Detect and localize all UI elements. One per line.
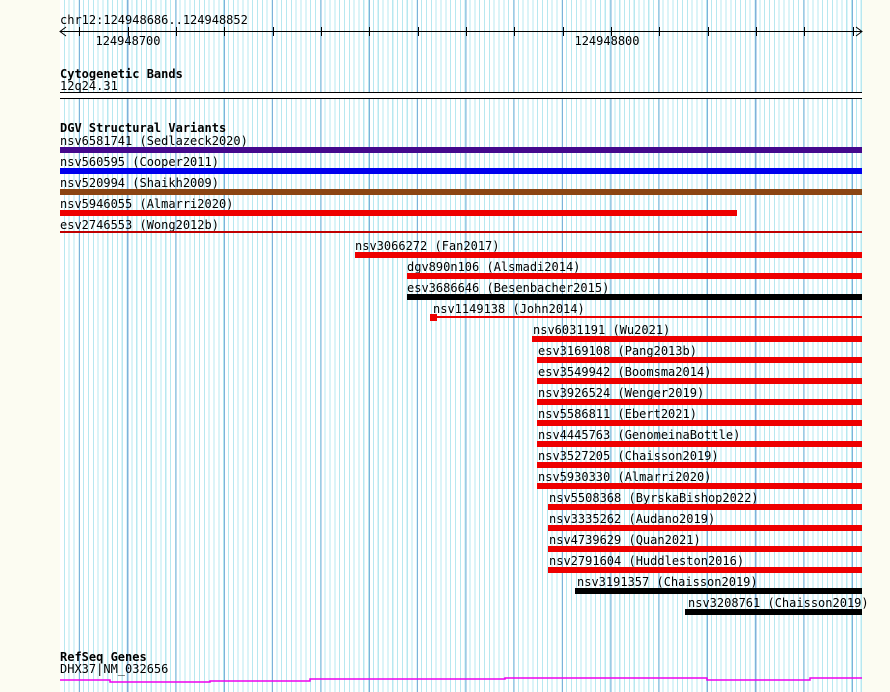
variant-bar-nsv5586811[interactable]: [537, 420, 862, 426]
variant-bar-nsv520994[interactable]: [60, 189, 862, 195]
variant-label-esv3169108[interactable]: esv3169108 (Pang2013b): [538, 344, 697, 358]
variant-label-esv2746553[interactable]: esv2746553 (Wong2012b): [60, 218, 219, 232]
variant-bar-dgv890n106[interactable]: [407, 273, 862, 279]
cytoband-box[interactable]: [60, 92, 862, 99]
variant-label-nsv5930330[interactable]: nsv5930330 (Almarri2020): [538, 470, 712, 484]
variant-bar-nsv4445763[interactable]: [537, 441, 862, 447]
variant-bar-nsv2791604[interactable]: [548, 567, 862, 573]
variant-bar-nsv3527205[interactable]: [537, 462, 862, 468]
variant-bar-nsv3335262[interactable]: [548, 525, 862, 531]
variant-label-nsv4739629[interactable]: nsv4739629 (Quan2021): [549, 533, 701, 547]
variant-label-nsv3066272[interactable]: nsv3066272 (Fan2017): [355, 239, 500, 253]
variant-label-nsv2791604[interactable]: nsv2791604 (Huddleston2016): [549, 554, 745, 568]
variant-bar-nsv4739629[interactable]: [548, 546, 862, 552]
refseq-gene-name-label[interactable]: DHX37|NM_032656: [60, 662, 169, 676]
variant-bar-nsv3191357[interactable]: [575, 588, 862, 594]
variant-bar-nsv5508368[interactable]: [548, 504, 862, 510]
section-title-refseq-genes: RefSeq Genes: [60, 650, 147, 664]
variant-bar-nsv3208761[interactable]: [685, 609, 862, 615]
variant-label-nsv5946055[interactable]: nsv5946055 (Almarri2020): [60, 197, 234, 211]
variant-label-esv3549942[interactable]: esv3549942 (Boomsma2014): [538, 365, 712, 379]
ruler-tick-label: 124948700: [95, 34, 161, 48]
variant-label-nsv6031191[interactable]: nsv6031191 (Wu2021): [533, 323, 671, 337]
variant-point-nsv1149138[interactable]: [430, 314, 437, 321]
variant-bar-esv3686646[interactable]: [407, 294, 862, 300]
variant-label-esv3686646[interactable]: esv3686646 (Besenbacher2015): [407, 281, 610, 295]
variant-label-nsv5586811[interactable]: nsv5586811 (Ebert2021): [538, 407, 697, 421]
variant-bar-nsv3926524[interactable]: [537, 399, 862, 405]
variant-label-nsv3926524[interactable]: nsv3926524 (Wenger2019): [538, 386, 705, 400]
variant-label-nsv560595[interactable]: nsv560595 (Cooper2011): [60, 155, 219, 169]
variant-label-nsv3335262[interactable]: nsv3335262 (Audano2019): [549, 512, 716, 526]
variant-label-nsv3208761[interactable]: nsv3208761 (Chaisson2019): [688, 596, 869, 610]
variant-bar-nsv6031191[interactable]: [532, 336, 862, 342]
variant-label-nsv6581741[interactable]: nsv6581741 (Sedlazeck2020): [60, 134, 248, 148]
variant-bar-esv2746553[interactable]: [60, 231, 862, 233]
variant-label-dgv890n106[interactable]: dgv890n106 (Alsmadi2014): [407, 260, 581, 274]
section-title-dgv-structural-variants: DGV Structural Variants: [60, 121, 227, 135]
variant-label-nsv3527205[interactable]: nsv3527205 (Chaisson2019): [538, 449, 719, 463]
track-canvas: [60, 0, 862, 692]
variant-label-nsv4445763[interactable]: nsv4445763 (GenomeinaBottle): [538, 428, 741, 442]
variant-label-nsv1149138[interactable]: nsv1149138 (John2014): [433, 302, 585, 316]
ruler-tick-label: 124948800: [574, 34, 640, 48]
cytoband-name-label: 12q24.31: [60, 79, 118, 93]
variant-bar-nsv6581741[interactable]: [60, 147, 862, 153]
variant-label-nsv5508368[interactable]: nsv5508368 (ByrskaBishop2022): [549, 491, 759, 505]
variant-label-nsv3191357[interactable]: nsv3191357 (Chaisson2019): [577, 575, 758, 589]
variant-bar-esv3549942[interactable]: [537, 378, 862, 384]
variant-bar-nsv5930330[interactable]: [537, 483, 862, 489]
variant-bar-nsv5946055[interactable]: [60, 210, 737, 216]
variant-bar-esv3169108[interactable]: [537, 357, 862, 363]
section-title-cytogenetic-bands: Cytogenetic Bands: [60, 67, 183, 81]
variant-bar-nsv560595[interactable]: [60, 168, 862, 174]
variant-label-nsv520994[interactable]: nsv520994 (Shaikh2009): [60, 176, 219, 190]
region-title: chr12:124948686..124948852: [60, 13, 248, 27]
variant-bar-nsv3066272[interactable]: [355, 252, 862, 258]
variant-bar-nsv1149138[interactable]: [437, 316, 862, 318]
